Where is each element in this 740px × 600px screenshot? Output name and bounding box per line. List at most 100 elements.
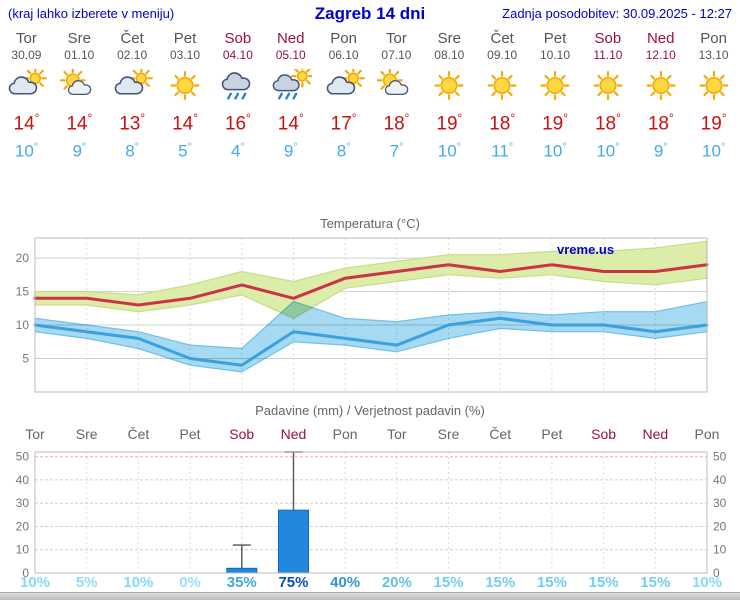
precip-day-label: Pet [179,426,201,442]
rain-icon [211,69,264,109]
svg-text:30: 30 [16,496,30,510]
svg-text:0: 0 [713,566,720,580]
sunny-icon [581,69,634,109]
svg-text:20: 20 [713,520,727,534]
svg-text:10: 10 [713,543,727,557]
day-column-čet-02.10: Čet 02.10 13° 8° [106,30,159,162]
day-column-čet-09.10: Čet 09.10 18° 11° [476,30,529,162]
precip-probability: 15% [536,574,567,591]
svg-text:50: 50 [713,450,727,464]
day-high-temp: 14° [13,112,40,135]
precip-day-label: Sre [437,426,460,442]
precip-probability: 10% [123,574,154,591]
day-date: 02.10 [117,48,148,62]
day-date: 03.10 [169,48,201,62]
day-name: Sob [594,30,622,47]
location-menu-hint: (kraj lahko izberete v meniju) [8,6,175,21]
day-high-temp: 18° [594,112,621,135]
precip-probability: 10% [691,574,723,591]
mostly-cloudy-icon [317,66,370,109]
day-date: 05.10 [275,48,306,62]
mostly-cloudy-icon [106,66,159,109]
sunny-icon [687,69,740,109]
day-low-temp: 5° [178,141,192,161]
day-high-temp: 14° [277,112,304,135]
rain-sun-icon [264,64,317,109]
day-high-temp: 18° [647,112,674,135]
day-high-temp: 14° [66,112,93,135]
sunny-icon [159,69,212,109]
day-name: Pon [700,30,727,47]
day-column-ned-12.10: Ned 12.10 18° 9° [634,30,687,162]
day-high-temp: 18° [489,112,516,135]
day-name: Tor [16,30,37,47]
precip-probability: 0% [179,574,201,591]
day-high-temp: 17° [330,112,357,135]
forecast-days-row: Tor 30.09 14° 10° Sre 01.10 14° 9° Čet 02.10 13° 8°… [0,30,740,162]
day-high-temp: 19° [542,112,568,135]
watermark-link[interactable]: vreme.us [557,242,615,257]
footer-bar [0,592,740,600]
precip-day-label: Tor [387,426,407,442]
precip-day-label: Pon [694,426,720,442]
svg-text:10: 10 [16,318,30,332]
precip-probability: 15% [640,574,671,591]
day-high-temp: 16° [224,112,251,135]
day-high-temp: 14° [172,112,198,135]
last-update-timestamp: Zadnja posodobitev: 30.09.2025 - 12:27 [502,6,732,21]
day-name: Pet [543,30,567,47]
day-name: Sob [224,30,252,47]
day-column-pet-03.10: Pet 03.10 14° 5° [159,30,212,162]
day-high-temp: 19° [700,112,727,135]
day-low-temp: 8° [336,141,351,161]
day-column-sob-04.10: Sob 04.10 16° 4° [211,30,264,162]
day-name: Čet [120,30,144,47]
precip-day-label: Pon [332,426,358,442]
sunny-icon [423,69,476,109]
day-date: 30.09 [11,48,42,62]
precip-day-label: Sre [75,426,98,442]
day-name: Čet [490,30,514,47]
day-low-temp: 9° [72,141,87,161]
day-date: 13.10 [698,48,729,62]
day-low-temp: 11° [491,141,514,161]
day-high-temp: 13° [119,112,146,135]
day-column-ned-05.10: Ned 05.10 14° 9° [264,30,317,162]
day-column-tor-07.10: Tor 07.10 18° 7° [370,30,423,162]
partly-cloudy-icon [53,67,106,109]
svg-text:30: 30 [713,496,727,510]
precip-day-label: Ned [642,426,669,442]
precipitation-day-labels: Tor Sre Čet Pet Sob Ned Pon Tor Sre Čet Pet Sob Ned P… [0,426,740,442]
precip-probability: 20% [381,574,412,591]
day-name: Sre [437,30,461,47]
sunny-icon [634,69,687,109]
precip-day-label: Tor [25,426,45,442]
svg-text:20: 20 [16,520,30,534]
partly-cloudy-icon [370,67,423,109]
sunny-icon [529,69,582,109]
day-low-temp: 9° [283,141,298,161]
day-name: Ned [646,30,675,47]
day-low-temp: 10° [596,141,620,161]
precip-probability: 15% [588,574,619,591]
svg-text:5: 5 [22,352,29,366]
svg-text:10: 10 [16,543,30,557]
precip-day-label: Sob [229,426,255,442]
precip-probability: 75% [278,574,309,591]
temperature-chart: 5 10 15 20 [16,237,709,393]
day-date: 07.10 [381,48,412,62]
day-column-sre-01.10: Sre 01.10 14° 9° [53,30,106,162]
day-high-temp: 19° [436,112,463,135]
page-title: Zagreb 14 dni [314,4,426,23]
precipitation-chart-title: Padavine (mm) / Verjetnost padavin (%) [255,403,485,418]
svg-text:0: 0 [22,566,29,580]
precip-probability: 40% [330,574,361,591]
day-column-tor-30.09: Tor 30.09 14° 10° [0,30,53,162]
day-low-temp: 8° [125,141,139,161]
day-name: Pon [330,30,357,47]
day-low-temp: 10° [437,141,461,161]
precip-probability: 15% [485,574,516,591]
svg-text:40: 40 [713,473,727,487]
precip-day-label: Čet [127,426,150,442]
